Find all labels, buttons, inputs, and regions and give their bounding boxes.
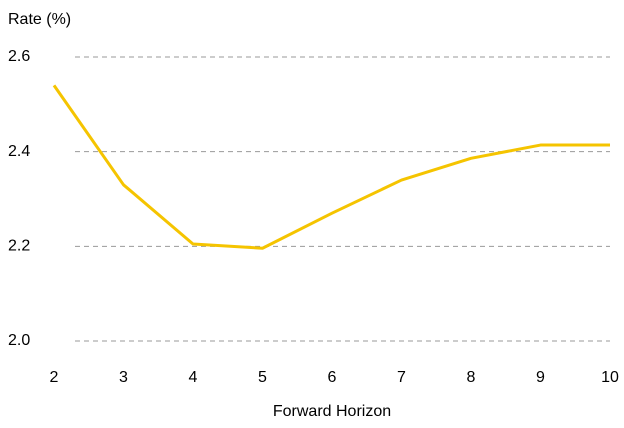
x-tick-label: 7 [397,369,406,386]
x-tick-label: 3 [119,369,128,386]
y-tick-label: 2.0 [8,332,30,349]
y-axis-label: Rate (%) [8,11,71,28]
x-axis-label: Forward Horizon [273,403,391,420]
x-tick-label: 9 [536,369,545,386]
x-tick-label: 6 [328,369,337,386]
x-tick-label: 2 [50,369,59,386]
x-tick-label: 5 [258,369,267,386]
x-tick-label: 10 [601,369,619,386]
y-tick-label: 2.4 [8,143,30,160]
y-tick-label: 2.2 [8,238,30,255]
line-series [52,84,610,250]
x-tick-label: 8 [467,369,476,386]
x-tick-label: 4 [189,369,198,386]
y-tick-label: 2.6 [8,48,30,65]
